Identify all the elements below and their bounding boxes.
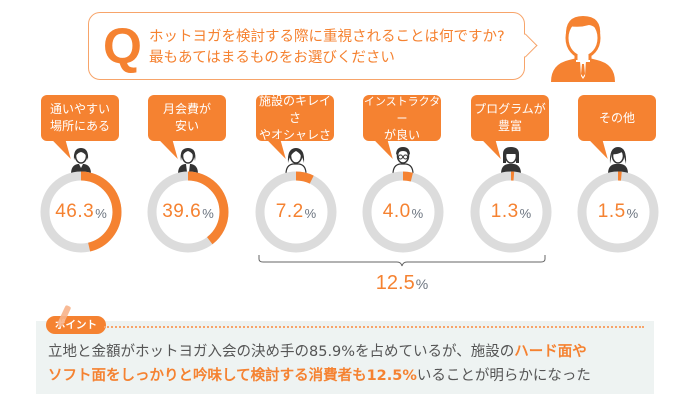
point-badge: ポイント bbox=[46, 316, 106, 334]
percent-sign: % bbox=[411, 206, 424, 221]
question-line-2: 最もあてはまるものをお選びください bbox=[149, 50, 395, 66]
grouping-brace bbox=[258, 255, 546, 267]
point-text-normal: 立地と金額がホットヨガ入会の決め手の85.9%を占めているが、施設の bbox=[48, 344, 515, 360]
option-label-line-1: 施設のキレイさ bbox=[258, 93, 331, 125]
option-label-line-1: 通いやすい bbox=[49, 102, 110, 116]
percentage-label: 1.5% bbox=[577, 171, 659, 253]
percentage-ring bbox=[40, 171, 122, 253]
businessman-icon bbox=[551, 16, 615, 82]
percentage-value: 39.6 bbox=[162, 201, 202, 222]
option-card: インストラクター が良い 4.0% bbox=[354, 94, 450, 253]
option-card: その他 1.5% bbox=[569, 95, 665, 253]
percentage-ring bbox=[577, 171, 659, 253]
percent-sign: % bbox=[519, 206, 532, 221]
option-label-line-2: が良い bbox=[383, 127, 420, 142]
option-label-bubble: インストラクター が良い bbox=[363, 94, 441, 159]
option-label-bubble: 通いやすい 場所にある bbox=[41, 95, 119, 159]
woman-glasses-icon bbox=[392, 147, 414, 174]
subtotal-label: 12.5% bbox=[258, 272, 546, 295]
question-bubble: Q ホットヨガを検討する際に重視されることは何ですか? 最もあてはまるものをお選… bbox=[88, 12, 538, 80]
point-text-highlight: ハード面や bbox=[514, 344, 587, 360]
option-card: 通いやすい 場所にある 46.3% bbox=[32, 95, 128, 253]
point-text: 立地と金額がホットヨガ入会の決め手の85.9%を占めているが、施設のハード面や … bbox=[48, 340, 591, 388]
woman-outline-icon bbox=[285, 148, 307, 174]
percentage-ring bbox=[362, 171, 444, 253]
dotted-divider bbox=[104, 326, 644, 328]
option-label-bubble: プログラムが 豊富 bbox=[471, 95, 549, 159]
option-label-line-1: その他 bbox=[598, 110, 635, 125]
option-label-line-1: 月会費が bbox=[162, 102, 211, 116]
woman-suit-icon bbox=[71, 148, 91, 174]
percentage-value: 7.2 bbox=[275, 201, 304, 222]
percentage-label: 1.3% bbox=[470, 171, 552, 253]
option-card: プログラムが 豊富 1.3% bbox=[462, 95, 558, 253]
point-line-2: ソフト面をしっかりと吟味して検討する消費者も12.5%いることが明らかになった bbox=[48, 364, 591, 388]
option-card: 施設のキレイさ やオシャレさ 7.2% bbox=[247, 93, 343, 253]
point-text-highlight: ソフト面をしっかりと吟味して検討する消費者も12.5% bbox=[48, 368, 417, 384]
q-mark: Q bbox=[103, 18, 142, 74]
subtotal-value: 12.5 bbox=[375, 272, 415, 294]
question-line-1: ホットヨガを検討する際に重視されることは何ですか? bbox=[149, 29, 505, 45]
percent-sign: % bbox=[415, 276, 429, 292]
question-text: ホットヨガを検討する際に重視されることは何ですか? 最もあてはまるものをお選びく… bbox=[149, 27, 505, 69]
option-label-line-2: 場所にある bbox=[49, 119, 110, 133]
percentage-label: 46.3% bbox=[40, 171, 122, 253]
percentage-label: 39.6% bbox=[147, 171, 229, 253]
woman-suit-icon bbox=[178, 148, 198, 174]
option-label-line-2: 安い bbox=[174, 119, 199, 133]
option-label-bubble: その他 bbox=[578, 95, 656, 159]
point-line-1: 立地と金額がホットヨガ入会の決め手の85.9%を占めているが、施設のハード面や bbox=[48, 340, 591, 364]
option-label-line-1: インストラクター bbox=[363, 94, 441, 125]
woman-icon bbox=[501, 147, 521, 174]
option-label-line-1: プログラムが bbox=[474, 102, 546, 116]
percentage-label: 4.0% bbox=[362, 171, 444, 253]
percentage-value: 4.0 bbox=[382, 201, 411, 222]
point-summary-box: ポイント 立地と金額がホットヨガ入会の決め手の85.9%を占めているが、施設のハ… bbox=[36, 304, 654, 394]
percent-sign: % bbox=[95, 206, 107, 221]
percentage-ring bbox=[255, 171, 337, 253]
option-label-bubble: 月会費が 安い bbox=[148, 95, 226, 159]
option-label-bubble: 施設のキレイさ やオシャレさ bbox=[256, 93, 334, 159]
percentage-value: 1.3 bbox=[490, 201, 519, 222]
percentage-ring bbox=[147, 171, 229, 253]
percentage-value: 46.3 bbox=[55, 201, 95, 222]
option-label-line-2: やオシャレさ bbox=[258, 127, 331, 142]
question-bubble-tail bbox=[513, 33, 538, 58]
point-text-normal: いることが明らかになった bbox=[416, 368, 591, 384]
percentage-ring bbox=[470, 171, 552, 253]
percent-sign: % bbox=[202, 206, 214, 221]
percentage-value: 1.5 bbox=[597, 201, 626, 222]
option-label-line-2: 豊富 bbox=[497, 119, 522, 133]
percentage-label: 7.2% bbox=[255, 171, 337, 253]
option-card: 月会費が 安い 39.6% bbox=[139, 95, 235, 253]
percent-sign: % bbox=[626, 206, 639, 221]
percent-sign: % bbox=[304, 206, 317, 221]
woman-icon bbox=[608, 147, 628, 174]
